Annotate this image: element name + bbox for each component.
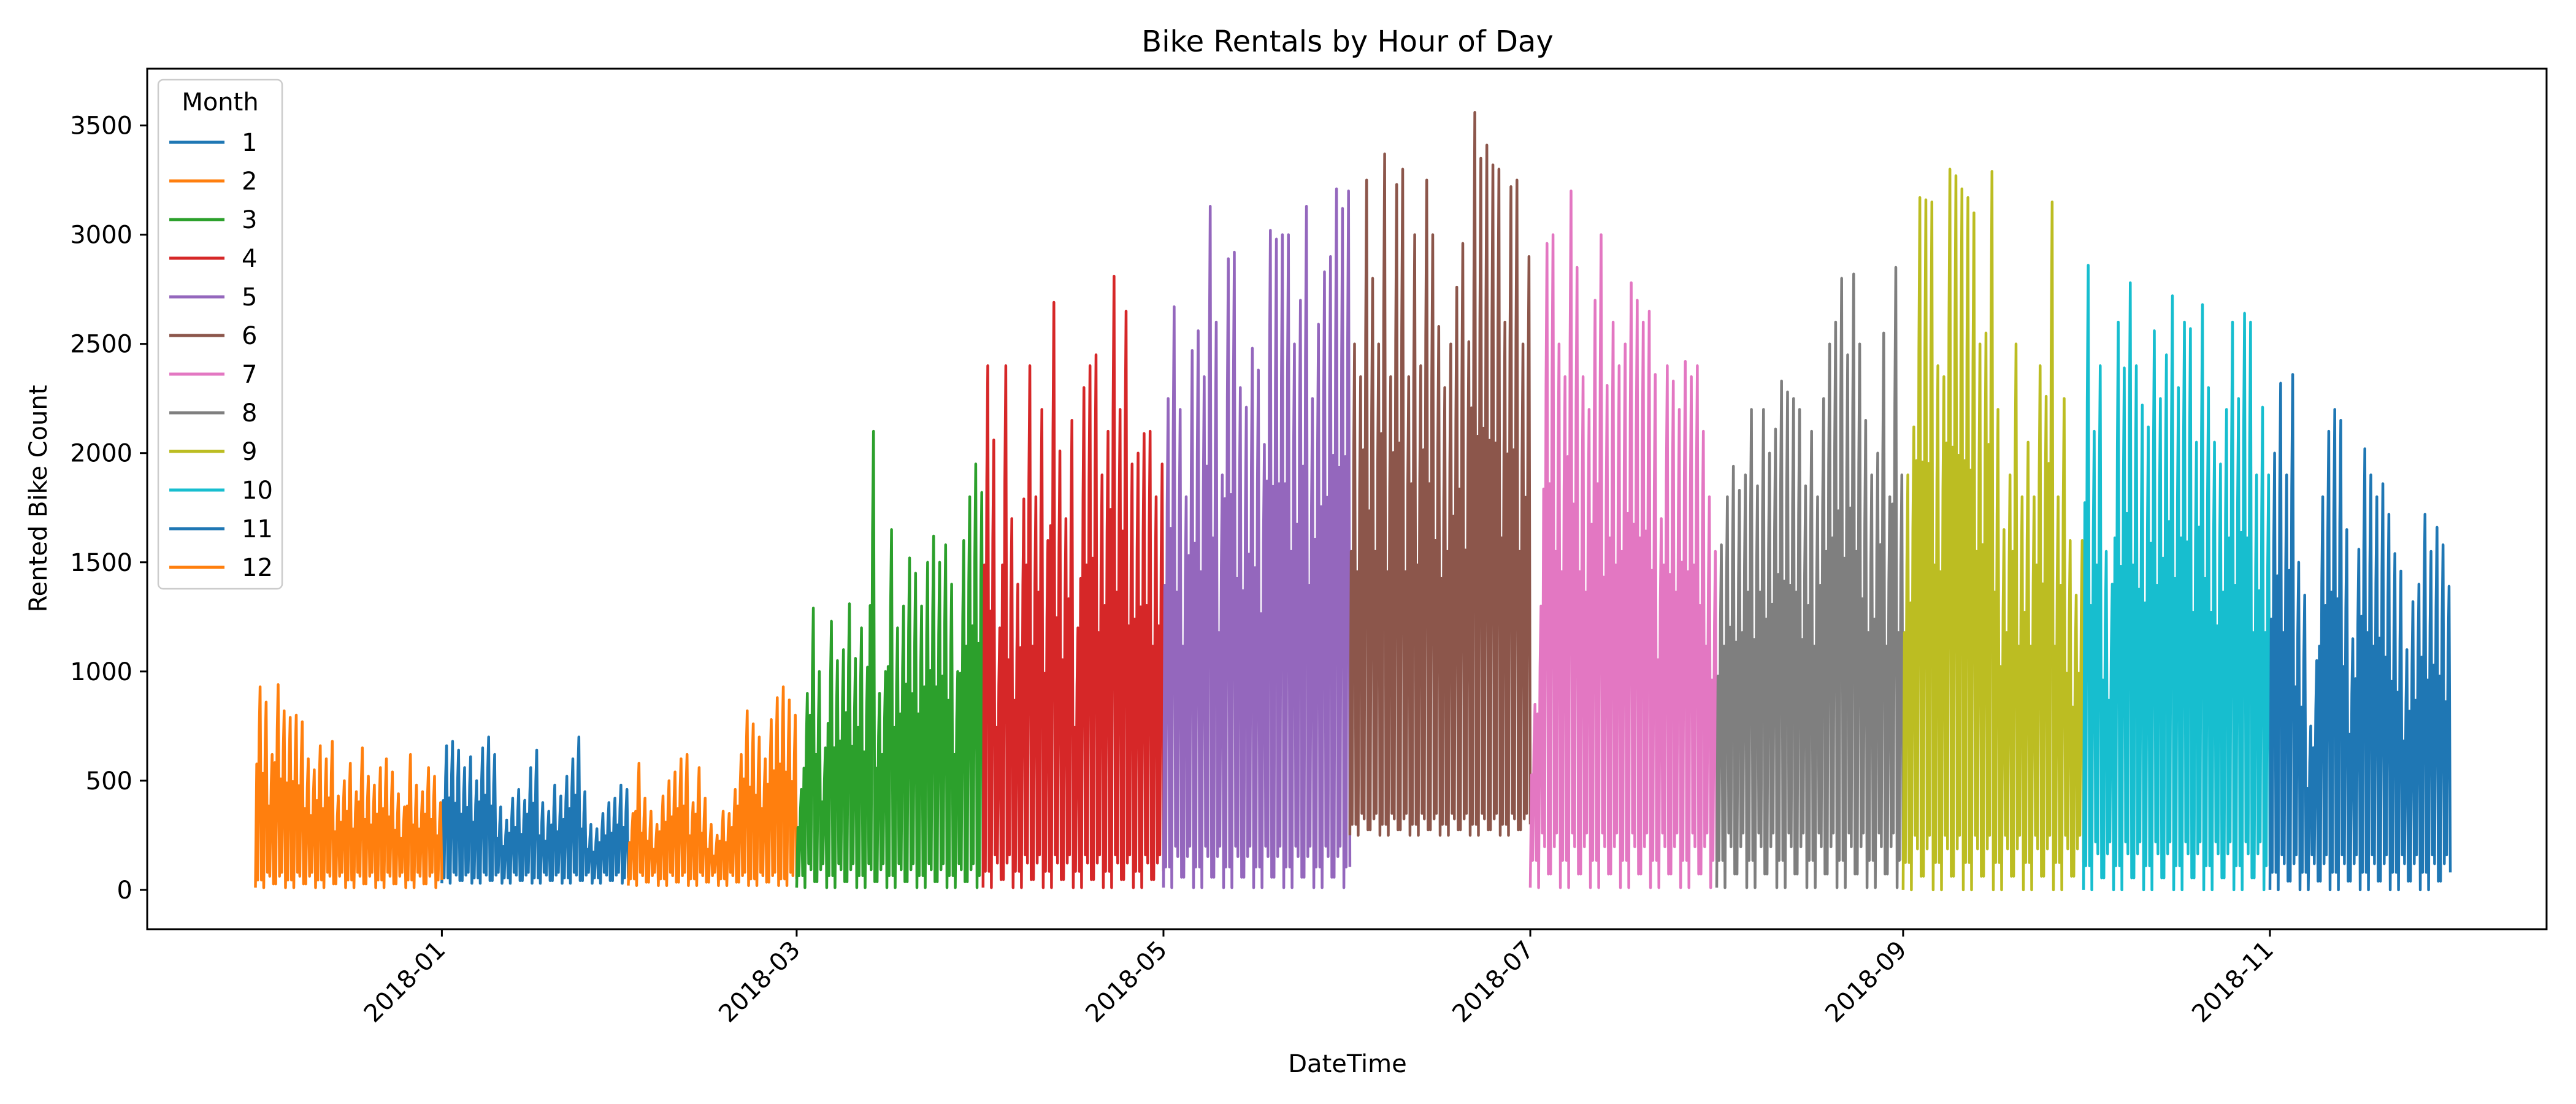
y-tick-label: 3500 bbox=[70, 112, 132, 140]
series-line-month-8 bbox=[1715, 266, 1905, 889]
series-line-month-10 bbox=[2082, 264, 2272, 892]
series-line-month-12 bbox=[254, 683, 443, 889]
legend-label-month-4: 4 bbox=[242, 245, 257, 273]
series-line-month-7 bbox=[1528, 190, 1719, 889]
series-line-month-6 bbox=[1348, 110, 1532, 837]
y-axis: 0 500 1000 1500 2000 2500 3000 3500 bbox=[70, 112, 147, 905]
series-line-month-3 bbox=[795, 429, 985, 889]
legend-label-month-7: 7 bbox=[242, 361, 257, 389]
legend-label-month-6: 6 bbox=[242, 322, 257, 350]
series-line-month-11 bbox=[2268, 373, 2452, 892]
legend-title: Month bbox=[182, 88, 258, 117]
legend-label-month-8: 8 bbox=[242, 399, 257, 427]
legend-label-month-1: 1 bbox=[242, 129, 257, 157]
chart-title: Bike Rentals by Hour of Day bbox=[1141, 25, 1553, 59]
y-tick-label: 2000 bbox=[70, 440, 132, 468]
legend-label-month-3: 3 bbox=[242, 206, 257, 234]
x-axis-label: DateTime bbox=[1288, 1050, 1407, 1078]
y-axis-label: Rented Bike Count bbox=[25, 385, 53, 613]
legend-label-month-9: 9 bbox=[242, 438, 257, 466]
legend-label-month-2: 2 bbox=[242, 167, 257, 196]
plot-frame bbox=[146, 67, 2548, 930]
y-tick-label: 500 bbox=[86, 767, 132, 795]
y-tick-label: 1500 bbox=[70, 549, 132, 577]
series-line-month-4 bbox=[981, 275, 1165, 889]
legend-label-month-10: 10 bbox=[242, 477, 273, 505]
y-tick-label: 1000 bbox=[70, 658, 132, 686]
y-tick-label: 3000 bbox=[70, 221, 132, 250]
legend-label-month-11: 11 bbox=[242, 515, 273, 543]
legend-label-month-5: 5 bbox=[242, 283, 257, 312]
legend-label-month-12: 12 bbox=[242, 554, 273, 582]
y-tick-label: 0 bbox=[117, 876, 132, 905]
series-line-month-5 bbox=[1162, 187, 1352, 889]
series-line-month-9 bbox=[1901, 167, 2085, 892]
series-layer bbox=[254, 110, 2452, 892]
y-tick-label: 2500 bbox=[70, 331, 132, 359]
series-line-month-1 bbox=[440, 735, 630, 885]
series-line-month-2 bbox=[627, 685, 799, 887]
